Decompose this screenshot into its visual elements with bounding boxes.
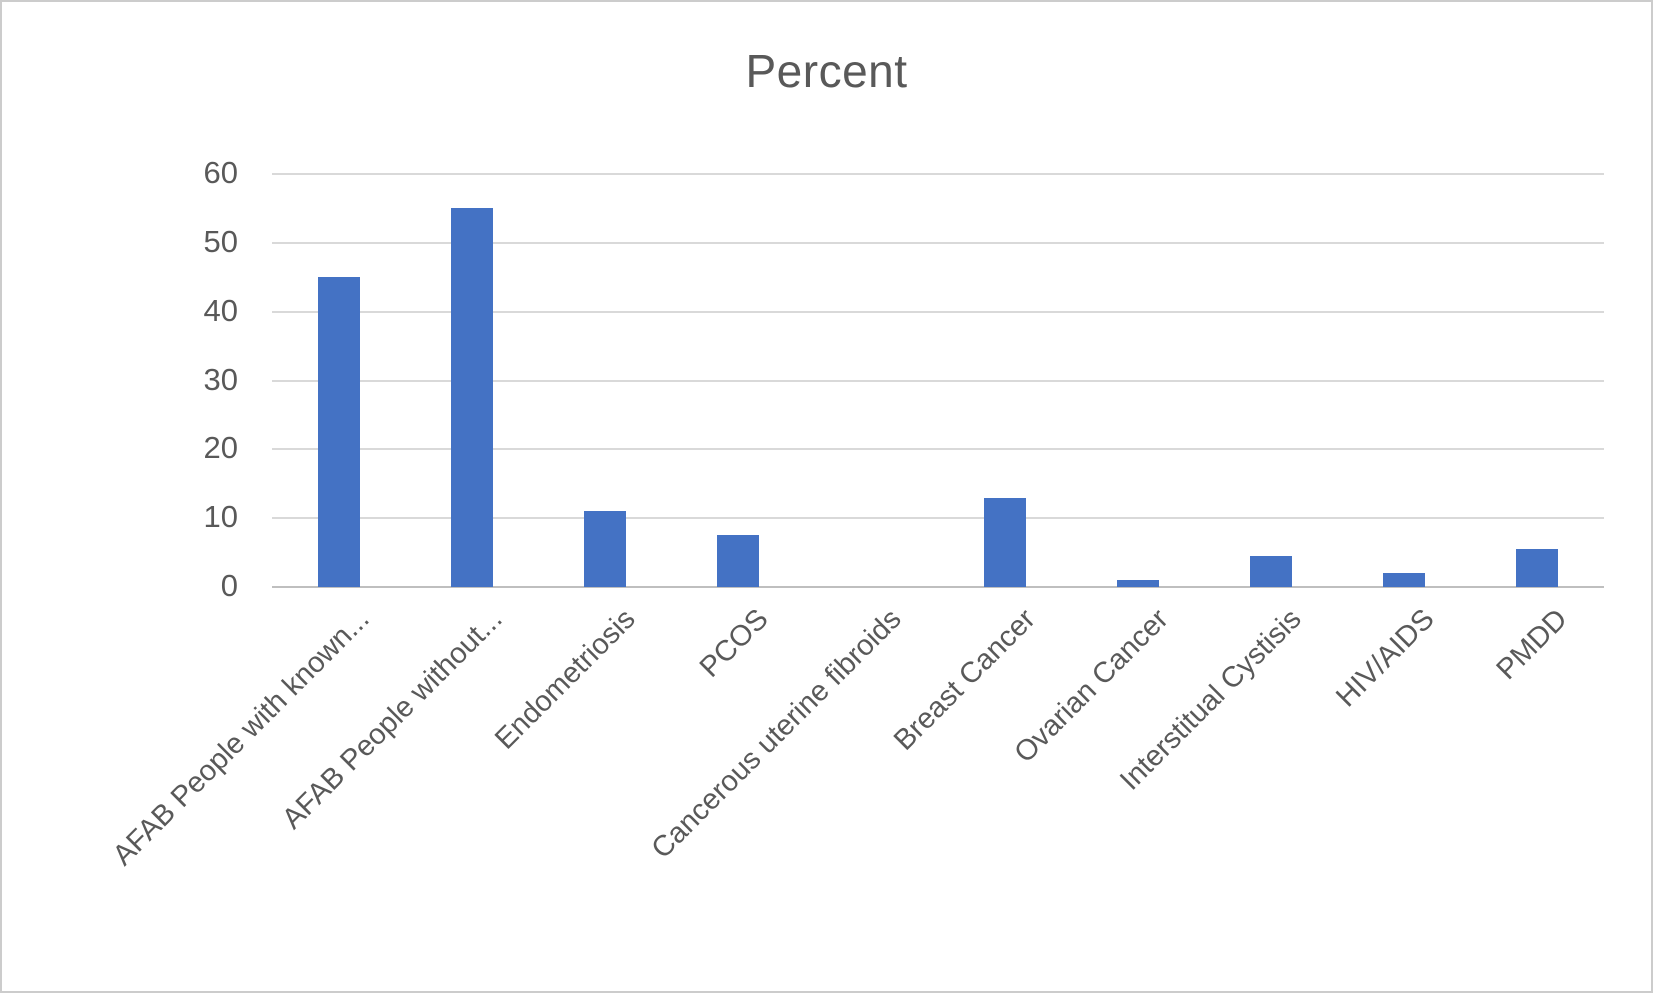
x-axis-label: PMDD: [1491, 603, 1575, 687]
gridline: [272, 517, 1604, 520]
y-axis-tick-label: 60: [203, 155, 238, 190]
bar: [584, 511, 626, 587]
bar: [1250, 556, 1292, 587]
bar: [983, 497, 1026, 587]
bar: [1516, 549, 1559, 587]
gridline: [272, 173, 1604, 175]
gridline: [272, 310, 1604, 313]
gridline: [272, 379, 1604, 382]
y-axis-tick-label: 30: [203, 361, 238, 397]
bar: [1116, 580, 1159, 587]
bar: [450, 208, 493, 587]
y-axis-tick-label: 10: [203, 499, 238, 535]
gridline: [272, 448, 1604, 451]
bar: [717, 535, 760, 587]
bar: [1383, 573, 1426, 587]
chart-title: Percent: [745, 45, 908, 97]
y-axis-tick-label: 50: [203, 223, 238, 259]
y-axis-tick-label: 20: [203, 430, 238, 466]
x-axis-line: [272, 586, 1604, 588]
y-axis-tick-label: 40: [203, 292, 238, 328]
bar: [317, 277, 360, 587]
gridline: [272, 241, 1604, 244]
y-axis-tick-label: 0: [220, 568, 238, 603]
